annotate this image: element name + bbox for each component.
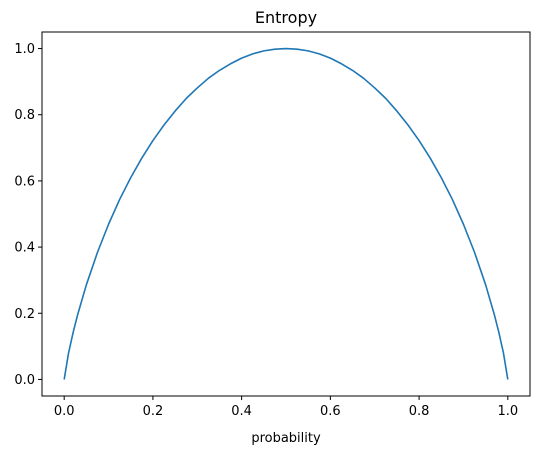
x-tick-label: 0.6 — [320, 404, 341, 419]
plot-area-frame — [41, 31, 531, 397]
x-tick-label: 0.0 — [54, 404, 75, 419]
y-axis: 0.0 0.2 0.4 0.6 0.8 1.0 — [14, 42, 42, 388]
y-tick-label: 0.8 — [14, 108, 35, 123]
x-tick-label: 1.0 — [497, 404, 518, 419]
y-tick-label: 0.4 — [14, 241, 35, 256]
x-tick-label: 0.4 — [231, 404, 252, 419]
chart-title: Entropy — [255, 8, 317, 27]
x-tick-label: 0.2 — [143, 404, 164, 419]
x-tick-label: 0.8 — [409, 404, 430, 419]
y-tick-label: 0.6 — [14, 174, 35, 189]
y-tick-label: 0.2 — [14, 307, 35, 322]
y-tick-label: 1.0 — [14, 42, 35, 57]
x-axis: 0.0 0.2 0.4 0.6 0.8 1.0 — [54, 396, 518, 419]
x-axis-label: probability — [251, 431, 321, 446]
series-layer — [63, 47, 509, 380]
entropy-line — [63, 47, 509, 380]
y-tick-label: 0.0 — [14, 373, 35, 388]
